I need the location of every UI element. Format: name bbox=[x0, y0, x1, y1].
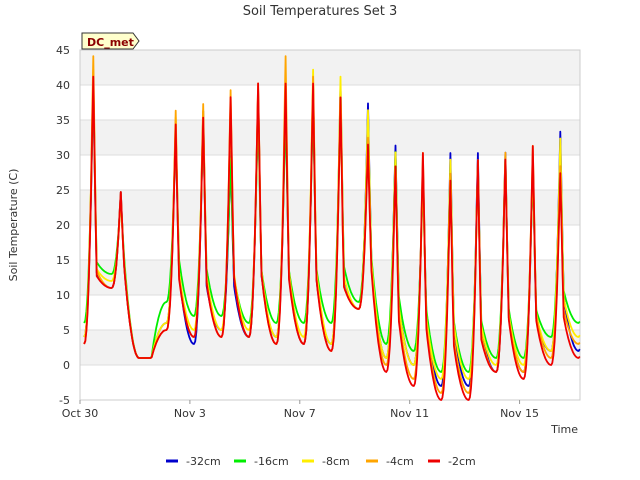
y-tick-label: 20 bbox=[56, 219, 70, 232]
legend-label: -16cm bbox=[254, 455, 289, 468]
grid-band bbox=[80, 260, 580, 295]
x-tick-label: Nov 3 bbox=[174, 407, 206, 420]
plot-border bbox=[79, 49, 581, 401]
x-tick-label: Nov 7 bbox=[284, 407, 316, 420]
grid-bands bbox=[80, 50, 580, 400]
grid-band bbox=[80, 225, 580, 260]
x-tick-label: Nov 11 bbox=[390, 407, 429, 420]
site-badge-shape bbox=[81, 32, 140, 50]
grid-band bbox=[80, 295, 580, 330]
site-badge-label: DC_met bbox=[87, 36, 134, 49]
y-tick-label: 10 bbox=[56, 289, 70, 302]
x-axis-title: Time bbox=[550, 423, 578, 436]
grid-band bbox=[80, 50, 580, 85]
y-tick-label: 45 bbox=[56, 44, 70, 57]
series-layer bbox=[83, 55, 581, 401]
legend-label: -2cm bbox=[448, 455, 476, 468]
y-tick-label: 40 bbox=[56, 79, 70, 92]
y-tick-label: 5 bbox=[63, 324, 70, 337]
legend: -32cm -16cm -8cm -4cm -2cm bbox=[166, 455, 476, 468]
chart-title: Soil Temperatures Set 3 bbox=[243, 4, 398, 19]
legend-label: -32cm bbox=[186, 455, 221, 468]
grid-band bbox=[80, 365, 580, 400]
series-line-1 bbox=[83, 82, 581, 373]
y-tick-label: -5 bbox=[59, 394, 70, 407]
y-tick-label: 0 bbox=[63, 359, 70, 372]
y-tick-label: 35 bbox=[56, 114, 70, 127]
series-line-4 bbox=[83, 75, 581, 401]
x-tick-label: Nov 15 bbox=[500, 407, 539, 420]
y-tick-label: 30 bbox=[56, 149, 70, 162]
grid-band bbox=[80, 190, 580, 225]
site-badge: DC_met bbox=[81, 32, 140, 50]
x-tick-label: Oct 30 bbox=[62, 407, 99, 420]
legend-label: -4cm bbox=[386, 455, 414, 468]
grid-band bbox=[80, 85, 580, 120]
grid-band bbox=[80, 155, 580, 190]
y-axis-title: Soil Temperature (C) bbox=[7, 169, 20, 282]
grid-band bbox=[80, 120, 580, 155]
grid-lines bbox=[79, 49, 581, 401]
series-line-2 bbox=[83, 68, 581, 380]
axis-ticks: -5 0 5 10 15 20 25 30 35 40 45 Oct 30 Nov 3 Nov 7 Nov … bbox=[56, 44, 539, 420]
grid-band bbox=[80, 330, 580, 365]
y-tick-label: 15 bbox=[56, 254, 70, 267]
legend-label: -8cm bbox=[322, 455, 350, 468]
y-tick-label: 25 bbox=[56, 184, 70, 197]
